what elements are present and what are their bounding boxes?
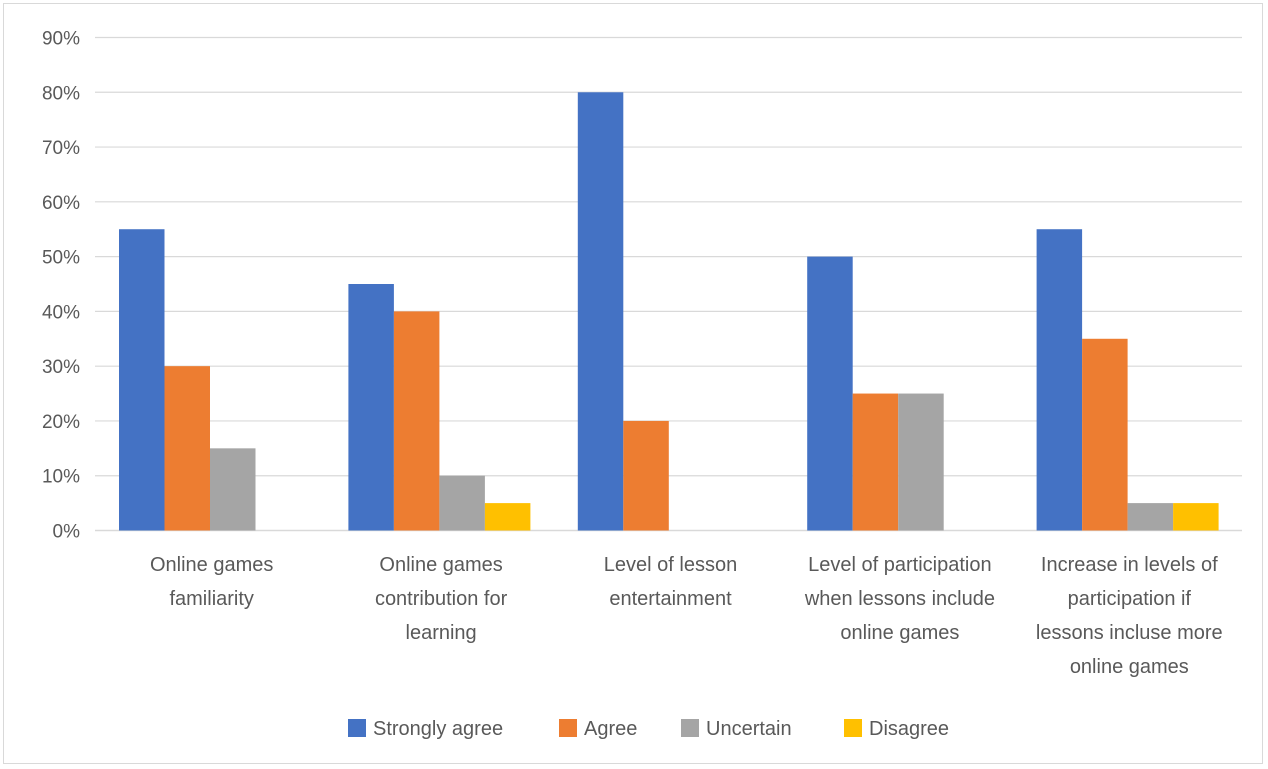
y-tick-label: 40% (42, 302, 80, 323)
bar (1127, 503, 1174, 531)
bar (1036, 229, 1083, 531)
x-category-label: Level of participation (808, 554, 991, 576)
bar (1173, 503, 1219, 531)
y-tick-label: 20% (42, 412, 80, 433)
x-category-label: learning (406, 622, 477, 644)
x-category-label: online games (840, 622, 959, 644)
y-tick-label: 10% (42, 467, 80, 488)
legend-swatch (844, 719, 862, 737)
bar (852, 393, 899, 531)
legend-label: Disagree (869, 718, 949, 740)
x-category-label: Level of lesson (604, 554, 737, 576)
y-tick-label: 0% (53, 522, 81, 543)
y-tick-label: 80% (42, 83, 80, 104)
bar (807, 256, 853, 531)
legend-swatch (348, 719, 366, 737)
legend-label: Uncertain (706, 718, 792, 740)
bar (898, 393, 944, 531)
legend: Strongly agree Agree Uncertain Disagree (348, 718, 949, 740)
y-tick-label: 30% (42, 357, 80, 378)
legend-swatch (559, 719, 577, 737)
bar (484, 503, 531, 531)
bar (119, 229, 165, 531)
x-category-label: lessons incluse more (1036, 622, 1223, 644)
bar (1082, 338, 1128, 531)
x-category-label: when lessons include (804, 588, 995, 610)
x-category-label: Increase in levels of (1041, 554, 1218, 576)
y-tick-label: 60% (42, 193, 80, 214)
y-tick-label: 70% (42, 138, 80, 159)
bar (577, 92, 624, 531)
legend-label: Agree (584, 718, 637, 740)
bar (210, 448, 256, 531)
x-category-label: online games (1070, 656, 1189, 678)
x-axis-category-labels: Online games familiarity Online games contr… (150, 554, 1223, 678)
bar (348, 284, 394, 531)
bar (439, 475, 485, 531)
bars (119, 92, 1219, 531)
x-category-label: Online games (150, 554, 273, 576)
x-category-label: familiarity (169, 588, 253, 610)
bar (164, 366, 210, 531)
x-category-label: contribution for (375, 588, 508, 610)
y-tick-label: 90% (42, 29, 80, 50)
x-category-label: participation if (1068, 588, 1192, 610)
legend-label: Strongly agree (373, 718, 503, 740)
bar (623, 420, 669, 531)
bar (393, 311, 440, 531)
y-axis-tick-labels: 0% 10% 20% 30% 40% 50% 60% 70% 80% 90% (42, 29, 80, 543)
y-tick-label: 50% (42, 248, 80, 269)
x-category-label: entertainment (609, 588, 732, 610)
x-category-label: Online games (379, 554, 502, 576)
legend-swatch (681, 719, 699, 737)
